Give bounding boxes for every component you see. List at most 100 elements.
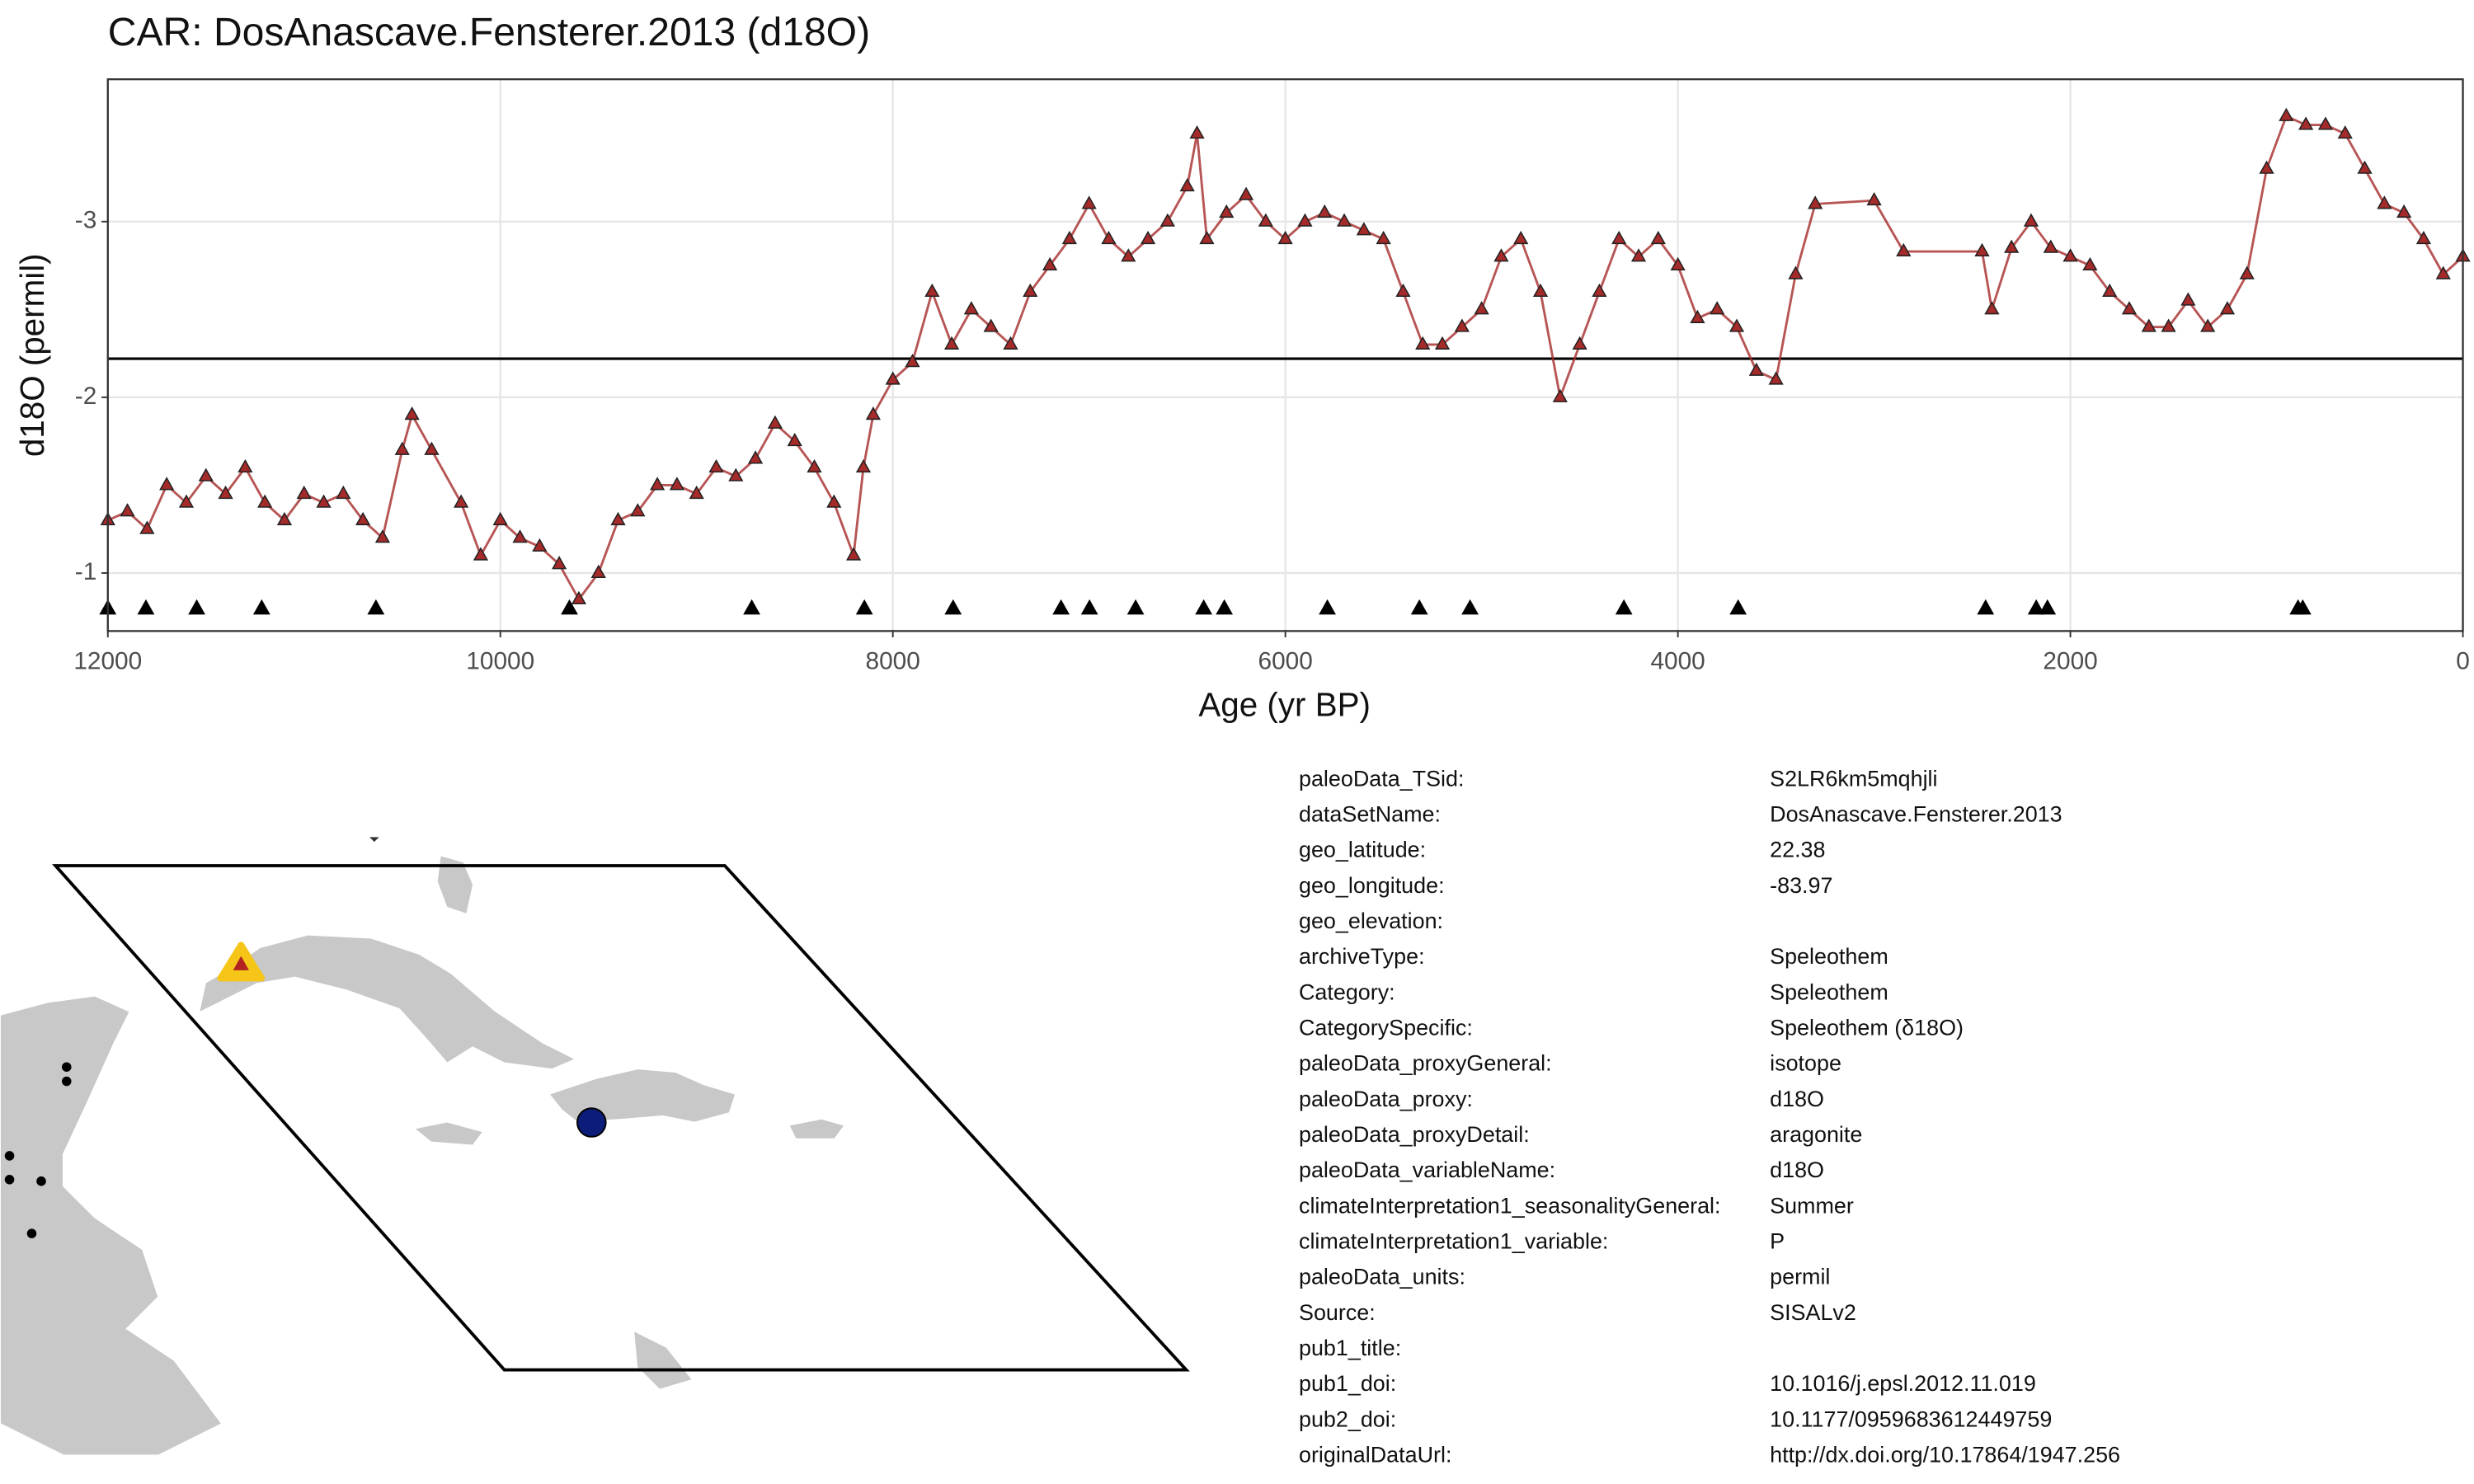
data-point xyxy=(1297,213,1313,227)
data-point xyxy=(552,556,567,570)
meta-key: paleoData_variableName: xyxy=(1299,1158,1555,1182)
data-point xyxy=(650,477,666,491)
data-point xyxy=(512,529,528,543)
data-point xyxy=(374,529,391,543)
x-tick-label: 10000 xyxy=(466,648,534,675)
meta-value: -83.97 xyxy=(1770,873,1832,898)
data-point xyxy=(610,511,626,526)
data-point xyxy=(1532,283,1549,298)
data-point xyxy=(2298,116,2314,130)
meta-value: Speleothem xyxy=(1770,979,1888,1004)
data-point xyxy=(1376,230,1391,245)
meta-value: aragonite xyxy=(1770,1122,1862,1147)
data-point xyxy=(1611,230,1627,245)
plot-border xyxy=(106,78,2464,632)
data-point xyxy=(492,511,508,526)
chron-marker xyxy=(252,599,270,615)
meta-value: isotope xyxy=(1770,1051,1841,1076)
meta-key: geo_elevation: xyxy=(1299,909,1443,933)
x-tick-label: 4000 xyxy=(1650,648,1705,675)
data-point xyxy=(316,494,332,508)
data-point xyxy=(767,415,783,429)
data-point xyxy=(2239,265,2255,279)
chron-marker xyxy=(1319,599,1336,615)
y-tick-label: -2 xyxy=(75,383,97,410)
chart-title: CAR: DosAnascave.Fensterer.2013 (d18O) xyxy=(108,10,870,54)
data-point xyxy=(905,354,920,368)
data-point xyxy=(2357,160,2373,174)
data-point xyxy=(473,547,489,561)
data-point xyxy=(139,520,155,534)
data-point xyxy=(571,590,587,604)
x-tick-label: 2000 xyxy=(2043,648,2097,675)
data-point xyxy=(394,441,410,455)
data-point xyxy=(1650,230,1666,245)
data-point xyxy=(257,494,273,508)
data-point xyxy=(1140,230,1156,245)
data-point xyxy=(1061,230,1077,245)
data-point xyxy=(336,485,351,500)
land xyxy=(415,1122,482,1145)
chron-marker xyxy=(2293,599,2312,615)
data-point xyxy=(1474,301,1489,315)
land xyxy=(789,1119,844,1139)
meta-key: climateInterpretation1_variable: xyxy=(1299,1229,1608,1254)
meta-value: d18O xyxy=(1770,1087,1824,1111)
data-point xyxy=(2415,230,2432,245)
x-axis-label: Age (yr BP) xyxy=(1198,685,1371,723)
data-point xyxy=(2259,160,2274,174)
meta-key: dataSetName: xyxy=(1299,801,1441,826)
chron-marker xyxy=(1729,599,1747,615)
site-marker-inner xyxy=(233,956,249,970)
data-point xyxy=(855,458,872,473)
meta-key: paleoData_units: xyxy=(1299,1265,1465,1289)
data-point xyxy=(1454,318,1470,332)
site-dot xyxy=(36,1176,46,1186)
data-point xyxy=(865,406,881,420)
data-point xyxy=(1670,256,1686,271)
meta-key: CategorySpecific: xyxy=(1299,1015,1473,1040)
data-point xyxy=(1219,204,1235,218)
data-point xyxy=(1277,230,1293,245)
data-point xyxy=(1984,301,2000,315)
meta-value: permil xyxy=(1770,1265,1830,1289)
data-point xyxy=(1974,242,1990,256)
chron-marker xyxy=(1461,599,1479,615)
land xyxy=(547,1068,737,1124)
chron-marker xyxy=(1195,599,1213,615)
chron-marker xyxy=(1052,599,1070,615)
chron-marker xyxy=(1080,599,1098,615)
data-point xyxy=(159,477,175,491)
series-line xyxy=(107,114,2464,602)
land xyxy=(0,994,223,1457)
chron-marker xyxy=(561,599,578,615)
data-point xyxy=(1042,256,1058,271)
meta-key: geo_longitude: xyxy=(1299,873,1445,898)
data-point xyxy=(218,485,233,500)
data-point xyxy=(120,503,135,517)
data-point xyxy=(1258,213,1273,227)
data-point xyxy=(728,467,744,481)
chron-marker xyxy=(2027,599,2045,615)
data-point xyxy=(532,538,548,552)
data-point xyxy=(404,406,420,420)
data-point xyxy=(2377,195,2392,209)
data-point xyxy=(845,547,862,561)
chron-marker xyxy=(137,599,155,615)
data-point xyxy=(924,283,940,298)
data-point xyxy=(708,458,724,473)
meta-key: Source: xyxy=(1299,1300,1376,1325)
data-point xyxy=(1690,309,1705,323)
meta-value: DosAnascave.Fensterer.2013 xyxy=(1770,801,2062,826)
map-frame xyxy=(52,864,1190,1372)
meta-value: Summer xyxy=(1770,1193,1854,1218)
data-point xyxy=(807,458,822,473)
x-tick-label: 8000 xyxy=(866,648,920,675)
data-point xyxy=(2396,204,2412,218)
site-dot xyxy=(4,1175,15,1185)
data-point xyxy=(630,503,646,517)
data-point xyxy=(2435,265,2451,279)
site-dot xyxy=(4,1151,15,1161)
data-point xyxy=(1896,242,1912,256)
x-tick-label: 0 xyxy=(2456,648,2470,675)
